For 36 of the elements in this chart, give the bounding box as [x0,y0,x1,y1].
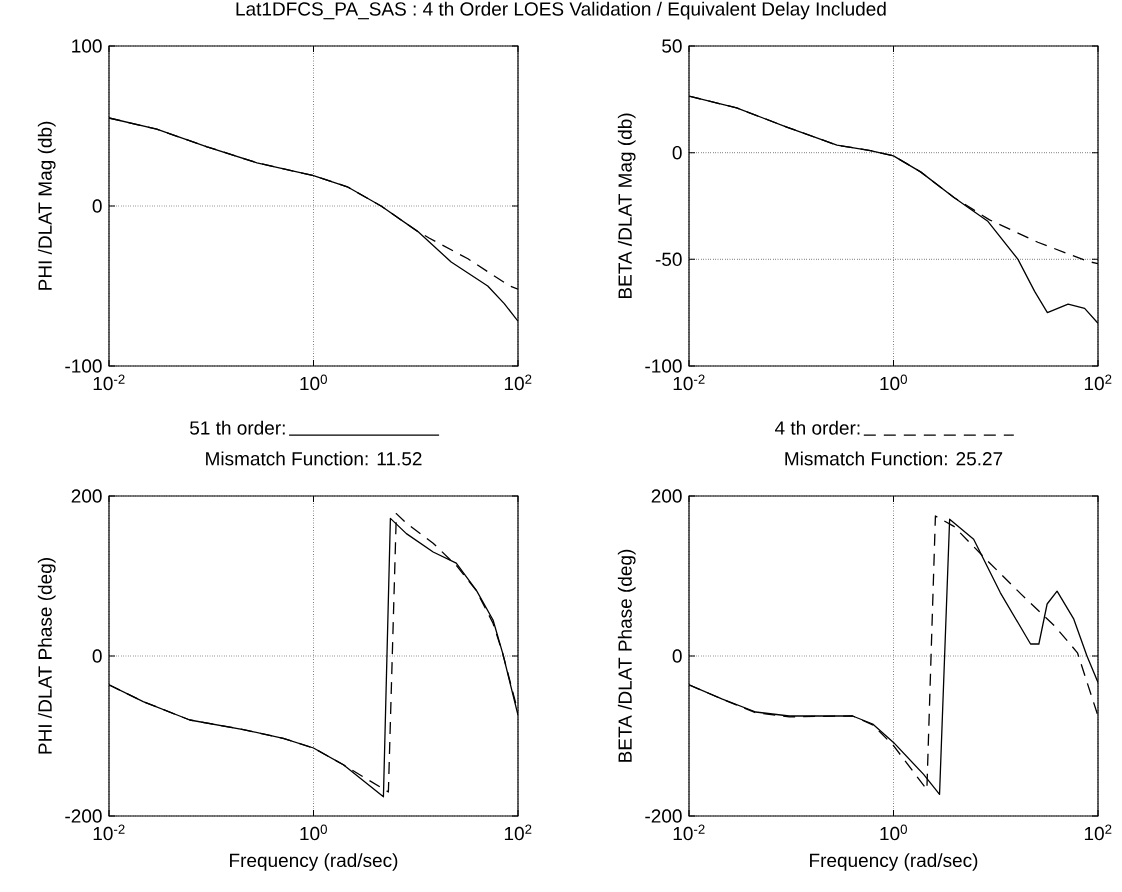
y-tick-label: 50 [662,39,682,53]
y-tick-label: -100 [65,359,102,373]
y-axis-title: BETA /DLAT Mag (db) [617,113,636,299]
y-tick-label: 0 [672,145,682,160]
x-tick-label: 10$^{2}$ [504,824,532,841]
chart-title: Mismatch Function: 25.27 [785,451,1003,466]
y-tick-label: 200 [71,489,102,503]
x-tick-label: 10$^{-2}$ [673,824,705,841]
y-axis-title: PHI /DLAT Phase (deg) [37,558,56,754]
x-axis-title: Frequency (rad/sec) [810,853,978,871]
y-axis-title: BETA /DLAT Phase (deg) [617,549,636,762]
x-tick-label: 10$^{2}$ [504,374,532,391]
text: Lat1DFCS_PA_SAS : 4 th Order LOES Validation / Equivalent Delay Included [236,1,886,20]
y-axis-title: PHI /DLAT Mag (db) [37,121,56,290]
text: 4 th order: [774,420,860,435]
y-tick-label: -50 [655,252,682,267]
y-tick-label: -200 [65,809,102,823]
x-tick-label: 10$^{0}$ [300,374,327,391]
text: 51 th order: [190,420,285,435]
y-tick-label: 100 [72,39,102,53]
x-tick-label: 10$^{0}$ [300,824,327,841]
x-tick-label: 10$^{-2}$ [93,374,125,391]
y-tick-label: 0 [92,649,102,663]
x-tick-label: 10$^{0}$ [880,374,907,391]
x-tick-label: 10$^{-2}$ [673,374,705,391]
x-tick-label: 10$^{0}$ [880,824,907,841]
x-tick-label: 10$^{2}$ [1084,374,1112,391]
chart-title: Mismatch Function: 11.52 [206,451,422,466]
x-tick-label: 10$^{2}$ [1084,824,1112,841]
x-tick-label: 10$^{-2}$ [93,824,125,841]
y-tick-label: 0 [672,649,682,663]
x-axis-title: Frequency (rad/sec) [230,853,398,871]
y-tick-label: -200 [645,809,682,823]
y-tick-label: 200 [651,489,682,503]
y-tick-label: 0 [92,199,102,213]
y-tick-label: -100 [645,359,682,373]
